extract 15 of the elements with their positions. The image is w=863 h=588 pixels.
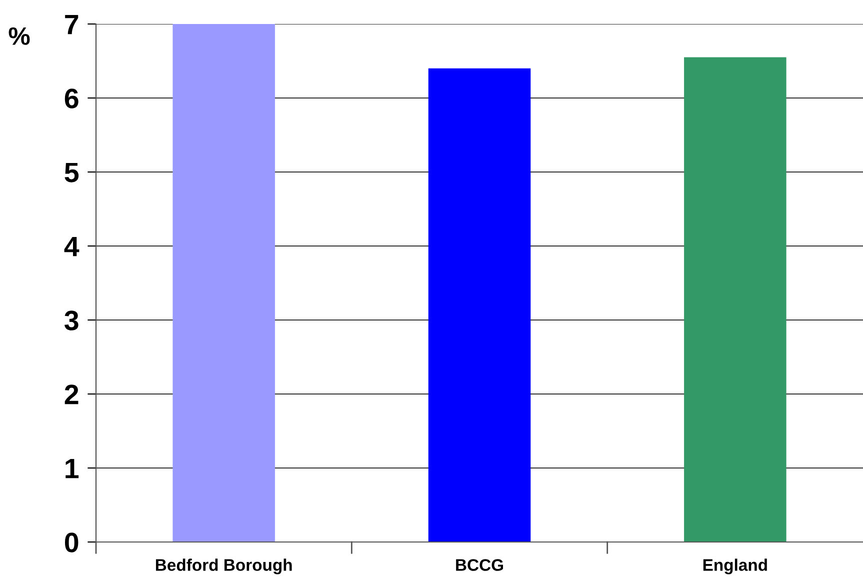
bar bbox=[428, 68, 531, 542]
y-axis-title: % bbox=[8, 27, 30, 45]
y-tick-label: 4 bbox=[64, 236, 80, 256]
y-tick-label: 5 bbox=[64, 162, 79, 182]
x-tick-label: England bbox=[703, 558, 767, 574]
x-tick-label: Bedford Borough bbox=[156, 558, 292, 574]
y-tick-label: 3 bbox=[64, 310, 78, 330]
bar bbox=[684, 57, 786, 542]
x-tick-label: BCCG bbox=[456, 559, 503, 571]
y-tick-label: 2 bbox=[64, 384, 78, 404]
y-tick-label: 1 bbox=[66, 458, 79, 478]
y-tick-label: 0 bbox=[64, 532, 78, 552]
y-tick-label: 6 bbox=[64, 88, 78, 108]
bar bbox=[172, 24, 275, 542]
y-tick-label: 7 bbox=[65, 14, 78, 34]
